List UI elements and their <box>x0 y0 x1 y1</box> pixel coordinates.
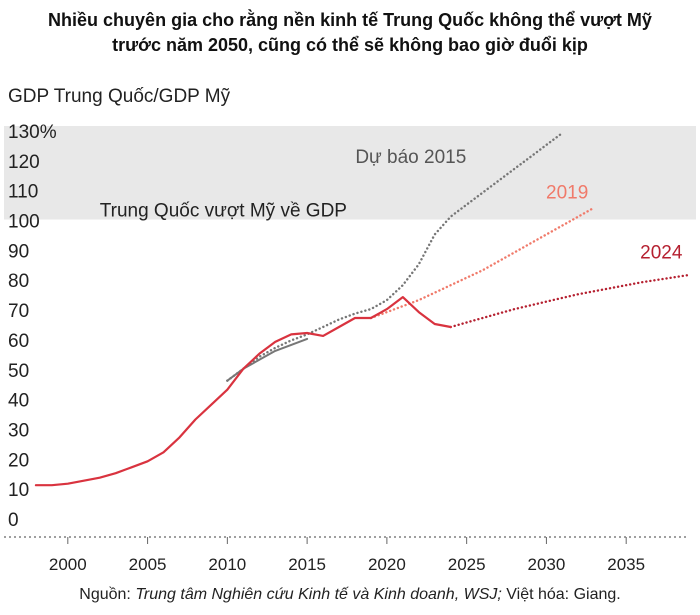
series-label: 2024 <box>640 242 683 263</box>
band-label: Trung Quốc vượt Mỹ về GDP <box>100 201 347 222</box>
chart-title-line-1: Nhiều chuyên gia cho rằng nền kinh tế Tr… <box>48 10 652 30</box>
series-line <box>449 273 692 329</box>
y-tick-label: 0 <box>8 510 19 531</box>
x-tick-label: 2015 <box>288 555 326 574</box>
x-tick-label: 2000 <box>49 555 87 574</box>
series-line <box>369 206 596 320</box>
x-tick-label: 2030 <box>528 555 566 574</box>
y-tick-label: 110 <box>8 182 38 203</box>
chart-title: Nhiều chuyên gia cho rằng nền kinh tế Tr… <box>0 8 700 58</box>
x-tick-label: 2005 <box>129 555 167 574</box>
x-tick-label: 2020 <box>368 555 406 574</box>
series-line <box>34 296 452 487</box>
source-prefix: Nguồn: <box>79 586 136 603</box>
overtake-band <box>4 126 696 220</box>
y-tick-label: 20 <box>8 450 29 471</box>
source-note: Nguồn: Trung tâm Nghiên cứu Kinh tế và K… <box>0 586 700 604</box>
y-tick-label: 40 <box>8 391 29 412</box>
source-italic: Trung tâm Nghiên cứu Kinh tế và Kinh doa… <box>135 586 502 603</box>
series-line <box>226 131 564 382</box>
series-label: 2019 <box>546 183 588 204</box>
source-suffix: Việt hóa: Giang. <box>501 586 621 603</box>
chart-title-line-2: trước năm 2050, cũng có thể sẽ không bao… <box>112 35 588 55</box>
y-tick-label: 10 <box>8 480 29 501</box>
y-tick-label: 120 <box>8 152 40 173</box>
y-tick-label: 70 <box>8 301 29 322</box>
series-label: Dự báo 2015 <box>355 147 466 168</box>
y-tick-label: 80 <box>8 271 29 292</box>
y-tick-label: 60 <box>8 331 29 352</box>
y-tick-label: 90 <box>8 241 29 262</box>
y-tick-label: 100 <box>8 212 40 233</box>
x-tick-label: 2010 <box>208 555 246 574</box>
x-tick-label: 2035 <box>607 555 645 574</box>
y-tick-label: 30 <box>8 420 29 441</box>
y-tick-label: 130% <box>8 122 57 143</box>
y-axis-label: GDP Trung Quốc/GDP Mỹ <box>8 86 231 107</box>
x-tick-label: 2025 <box>448 555 486 574</box>
y-tick-label: 50 <box>8 361 29 382</box>
